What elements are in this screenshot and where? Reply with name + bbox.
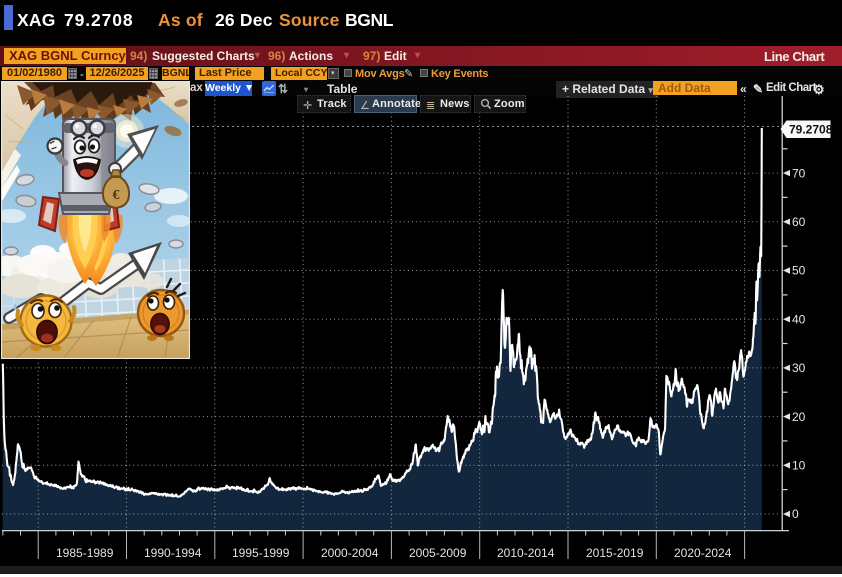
svg-text:79.2708: 79.2708 <box>789 122 833 136</box>
svg-text:10: 10 <box>792 459 806 473</box>
svg-text:70: 70 <box>792 166 806 180</box>
svg-text:60: 60 <box>792 215 806 229</box>
svg-text:20: 20 <box>792 410 806 424</box>
svg-text:€: € <box>113 188 120 203</box>
svg-text:0: 0 <box>792 507 799 521</box>
svg-text:30: 30 <box>792 361 806 375</box>
svg-text:40: 40 <box>792 312 806 326</box>
svg-text:50: 50 <box>792 264 806 278</box>
